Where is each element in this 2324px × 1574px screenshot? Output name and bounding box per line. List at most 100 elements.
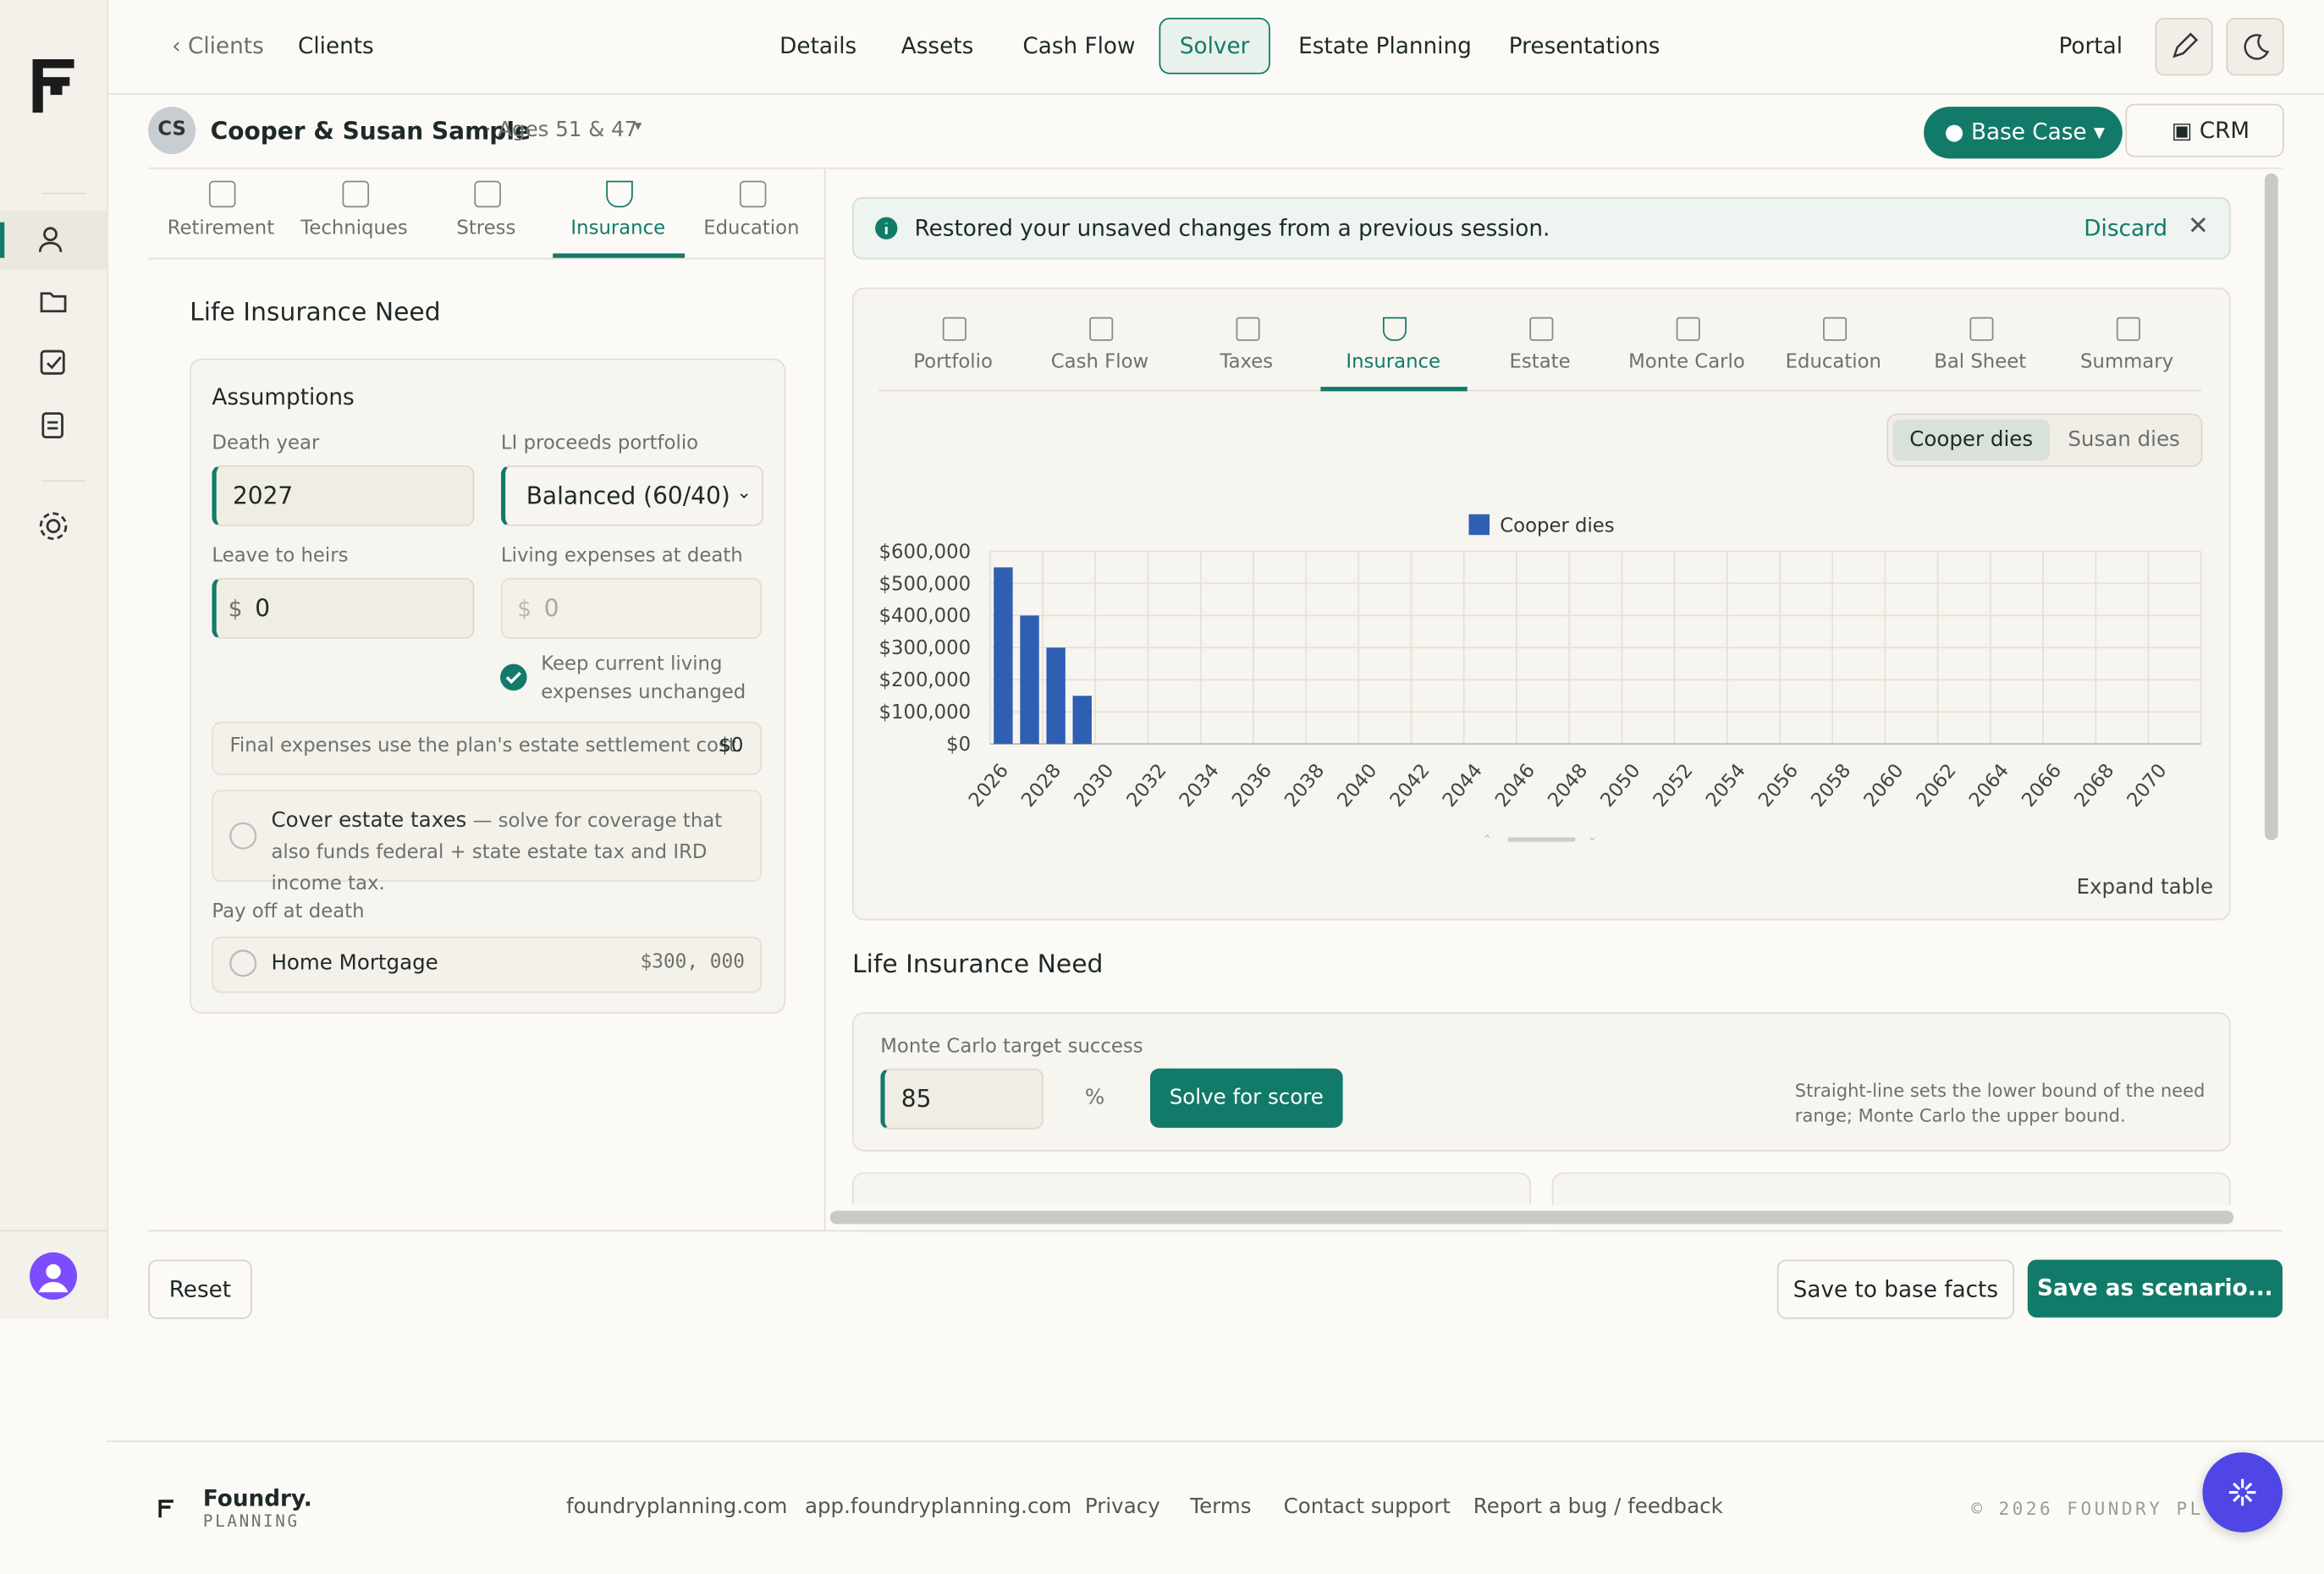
- nav-tab[interactable]: Presentations: [1508, 32, 1660, 60]
- crm-button[interactable]: ▣ CRM: [2125, 103, 2284, 157]
- breadcrumb: Clients: [298, 32, 374, 60]
- footer-link[interactable]: Privacy: [1084, 1495, 1160, 1520]
- nav-tab[interactable]: Details: [779, 32, 857, 60]
- tab-icon[interactable]: [342, 180, 370, 208]
- x-tick-label: 2052: [1649, 760, 1698, 812]
- footer-link[interactable]: Terms: [1190, 1495, 1252, 1520]
- left-tab[interactable]: Stress: [456, 217, 516, 240]
- tab-icon[interactable]: [1089, 316, 1114, 341]
- x-tick-label: 2060: [1859, 760, 1908, 812]
- mc-input[interactable]: [880, 1068, 1044, 1130]
- icon-clipboard[interactable]: [39, 409, 69, 439]
- icon-people[interactable]: [38, 225, 69, 255]
- portal-link[interactable]: Portal: [2058, 32, 2123, 60]
- scenario-text[interactable]: Base Case: [1970, 118, 2087, 146]
- y-tick-label: $100,000: [879, 702, 972, 724]
- y-tick-label: $300,000: [879, 637, 972, 659]
- icon-check[interactable]: [39, 349, 69, 378]
- field-label: Pay off at death: [212, 900, 365, 924]
- save-base-button[interactable]: Save to base facts: [1776, 1259, 2014, 1319]
- tab-icon[interactable]: [1382, 316, 1407, 341]
- footer-link[interactable]: foundryplanning.com: [565, 1495, 788, 1520]
- option-value: $300, 000: [640, 951, 745, 974]
- tab-icon[interactable]: [606, 180, 633, 208]
- tab-icon[interactable]: [1676, 316, 1700, 341]
- solve-button[interactable]: Solve for score: [1149, 1068, 1343, 1128]
- result-tab[interactable]: Education: [1785, 351, 1882, 374]
- h-scrollbar[interactable]: [829, 1210, 2234, 1225]
- icon-folder[interactable]: [39, 288, 69, 317]
- footer-link[interactable]: app.foundryplanning.com: [804, 1495, 1072, 1520]
- tab-icon[interactable]: [1236, 316, 1260, 341]
- checkbox-label[interactable]: Keep current living expenses unchanged: [541, 653, 746, 704]
- edit-button[interactable]: [2155, 18, 2213, 76]
- close-banner[interactable]: ✕: [2187, 212, 2209, 242]
- need-card: [851, 1012, 2231, 1152]
- nav-tab[interactable]: Estate Planning: [1298, 32, 1472, 60]
- portfolio-select[interactable]: [500, 465, 763, 526]
- nav-tab[interactable]: Assets: [900, 32, 974, 60]
- toggle-option[interactable]: Susan dies: [2068, 428, 2180, 453]
- back-text[interactable]: Clients: [188, 32, 264, 60]
- tab-icon[interactable]: [1969, 316, 1994, 341]
- bar: [1072, 696, 1092, 745]
- scenario-button[interactable]: ● Base Case ▾: [1924, 107, 2123, 159]
- x-tick-label: 2042: [1386, 760, 1435, 812]
- back-link[interactable]: ‹ Clients: [172, 32, 264, 60]
- tab-icon[interactable]: [942, 316, 966, 341]
- nav-tab[interactable]: Cash Flow: [1022, 32, 1136, 60]
- left-tab[interactable]: Techniques: [300, 217, 408, 240]
- result-tab[interactable]: Portfolio: [913, 351, 993, 374]
- heirs-input[interactable]: [212, 577, 475, 639]
- left-tab[interactable]: Insurance: [570, 217, 666, 240]
- theme-button[interactable]: [2226, 18, 2284, 76]
- icon-settings[interactable]: [37, 509, 70, 542]
- option-title[interactable]: Cover estate taxes: [271, 809, 467, 834]
- tab-icon[interactable]: [208, 180, 236, 208]
- expand-table[interactable]: Expand table: [2076, 876, 2214, 900]
- estate-tax-option[interactable]: [212, 790, 763, 883]
- left-tab[interactable]: Retirement: [167, 217, 275, 240]
- x-tick-label: 2038: [1280, 760, 1329, 812]
- unit: %: [1084, 1086, 1105, 1110]
- result-tab[interactable]: Summary: [2080, 351, 2174, 374]
- v-scrollbar[interactable]: [2264, 173, 2278, 840]
- checkbox-checked[interactable]: [499, 663, 529, 692]
- mortgage-option[interactable]: [212, 936, 763, 993]
- result-tab[interactable]: Taxes: [1220, 351, 1274, 374]
- option-title[interactable]: Home Mortgage: [271, 951, 438, 976]
- crm-text[interactable]: CRM: [2199, 117, 2250, 144]
- footer-brand: Foundry.: [202, 1484, 312, 1512]
- input-value[interactable]: 2027: [232, 482, 294, 510]
- assistant-button[interactable]: [2202, 1452, 2283, 1533]
- result-tab[interactable]: Bal Sheet: [1934, 351, 2027, 374]
- currency: $: [517, 596, 531, 623]
- footer-link[interactable]: Contact support: [1283, 1495, 1451, 1520]
- reset-button[interactable]: Reset: [148, 1259, 252, 1319]
- tab-icon[interactable]: [739, 180, 767, 208]
- footer-link[interactable]: Report a bug / feedback: [1473, 1495, 1723, 1520]
- death-year-input[interactable]: [212, 465, 475, 526]
- discard-link[interactable]: Discard: [2084, 214, 2168, 242]
- tab-icon[interactable]: [474, 180, 501, 208]
- result-tab[interactable]: Estate: [1509, 351, 1571, 374]
- input-value[interactable]: 0: [255, 594, 271, 623]
- toggle-active[interactable]: Cooper dies: [1892, 419, 2051, 461]
- tab-icon[interactable]: [2116, 316, 2140, 341]
- tab-icon[interactable]: [1823, 316, 1848, 341]
- note: Final expenses use the plan's estate set…: [229, 735, 742, 757]
- nav-tab-active[interactable]: Solver: [1159, 18, 1270, 74]
- left-tab[interactable]: Education: [703, 217, 800, 240]
- field-label: Leave to heirs: [212, 545, 349, 568]
- select-value[interactable]: Balanced (60/40): [526, 482, 730, 510]
- result-tab[interactable]: Cash Flow: [1050, 351, 1149, 374]
- save-scenario-button[interactable]: Save as scenario...: [2027, 1259, 2283, 1318]
- input-value[interactable]: 85: [900, 1084, 932, 1114]
- x-tick-label: 2044: [1439, 760, 1487, 812]
- result-tab[interactable]: Insurance: [1346, 351, 1441, 374]
- avatar[interactable]: [30, 1252, 78, 1300]
- result-tab[interactable]: Monte Carlo: [1628, 351, 1745, 374]
- x-tick-label: 2030: [1070, 760, 1118, 812]
- tab-icon[interactable]: [1529, 316, 1554, 341]
